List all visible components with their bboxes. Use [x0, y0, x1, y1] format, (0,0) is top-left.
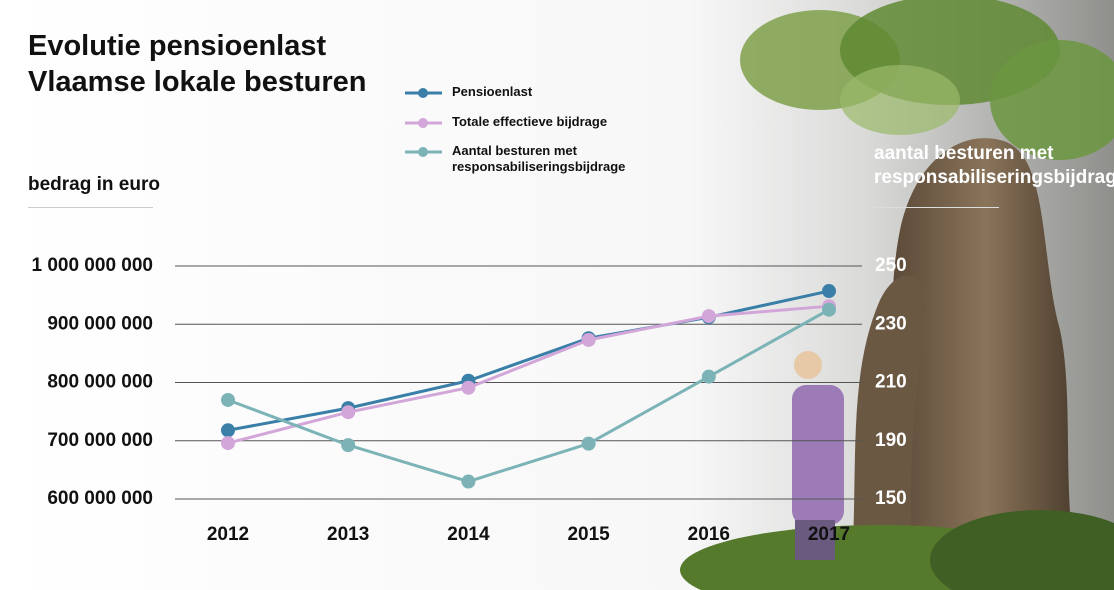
data-point	[701, 369, 716, 384]
y-tick-label: 700 000 000	[47, 430, 153, 451]
data-point	[461, 380, 476, 395]
y-tick-label: 800 000 000	[47, 372, 153, 393]
x-tick-label: 2017	[808, 524, 850, 545]
series-line	[227, 289, 830, 432]
legend-marker	[418, 88, 428, 98]
x-tick-label: 2013	[327, 524, 369, 545]
legend-marker	[418, 118, 428, 128]
data-point	[581, 332, 596, 347]
legend-label: Totale effectieve bijdrage	[452, 114, 608, 129]
y2-tick-label: 230	[875, 313, 907, 334]
legend-label: Aantal besturen met responsabiliseringsb…	[452, 143, 626, 175]
title-line: Vlaamse lokale besturen	[28, 66, 367, 99]
y2-axis-label: aantal besturen met responsabiliseringsb…	[874, 143, 1114, 188]
data-point	[221, 436, 235, 451]
data-point	[221, 423, 235, 438]
data-point	[341, 438, 356, 453]
y-tick-label: 900 000 000	[47, 313, 153, 334]
legend-label: Pensioenlast	[452, 84, 533, 99]
photo	[680, 0, 1114, 590]
y2-tick-label: 250	[875, 255, 907, 276]
y2-tick-label: 190	[875, 430, 907, 451]
y-tick-label: 600 000 000	[47, 488, 153, 509]
y2-tick-label: 150	[875, 488, 907, 509]
rule	[874, 207, 999, 208]
chart-title: Evolutie pensioenlast Vlaamse lokale bes…	[28, 28, 367, 101]
data-point	[822, 302, 836, 317]
y-axis-label: bedrag in euro	[28, 174, 160, 195]
series-line	[227, 308, 830, 484]
y2-tick-label: 210	[875, 372, 907, 393]
data-point	[581, 436, 596, 451]
x-tick-label: 2016	[688, 524, 730, 545]
data-point	[701, 309, 716, 324]
x-tick-label: 2014	[447, 524, 490, 545]
data-point	[822, 284, 836, 299]
data-point	[221, 392, 235, 407]
rule	[28, 207, 153, 208]
data-point	[341, 405, 356, 420]
title-line: Evolutie pensioenlast	[28, 30, 327, 62]
series-line	[227, 304, 830, 445]
legend-marker	[418, 147, 428, 157]
data-point	[461, 474, 476, 489]
x-tick-label: 2015	[567, 524, 610, 545]
x-tick-label: 2012	[207, 524, 249, 545]
y-tick-label: 1 000 000 000	[31, 255, 153, 276]
